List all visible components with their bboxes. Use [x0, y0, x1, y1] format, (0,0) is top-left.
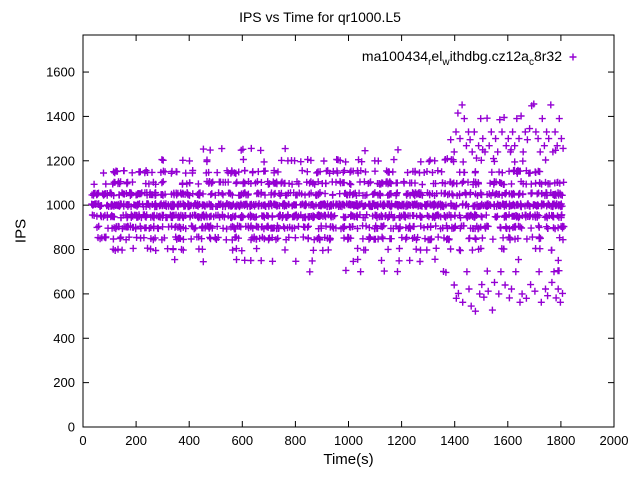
x-tick-label: 200: [125, 433, 147, 448]
legend-label-subscript: w: [442, 56, 450, 68]
x-tick-label: 2000: [600, 433, 629, 448]
x-axis-label: Time(s): [323, 451, 374, 468]
y-tick-label: 1200: [46, 153, 75, 168]
legend-marker: [569, 53, 577, 61]
y-tick-label: 1000: [46, 198, 75, 213]
y-tick-label: 0: [68, 420, 75, 435]
y-tick-label: 600: [53, 286, 75, 301]
y-axis-label: IPS: [12, 218, 30, 244]
legend-entry: ma100434relwithdbg.cz12ac8r32: [361, 48, 562, 67]
legend-label-segment: 8r32: [533, 48, 562, 64]
legend-label-segment: el: [431, 48, 443, 64]
chart-title: IPS vs Time for qr1000.L5: [239, 9, 401, 25]
legend-label-subscript: r: [428, 56, 432, 68]
x-tick-label: 1800: [546, 433, 575, 448]
x-tick-label: 600: [231, 433, 253, 448]
y-tick-label: 200: [53, 375, 75, 390]
y-tick-label: 1400: [46, 109, 75, 124]
x-tick-label: 1000: [334, 433, 363, 448]
x-tick-label: 400: [178, 433, 200, 448]
x-tick-label: 1200: [387, 433, 416, 448]
x-tick-label: 1400: [440, 433, 469, 448]
x-tick-label: 800: [285, 433, 307, 448]
legend-label-segment: ithdbg.cz12a: [449, 48, 529, 64]
x-tick-label: 1600: [493, 433, 522, 448]
y-tick-label: 400: [53, 331, 75, 346]
y-tick-label: 800: [53, 242, 75, 257]
legend-label-subscript: c: [528, 56, 534, 68]
y-tick-label: 1600: [46, 65, 75, 80]
legend-label-segment: ma100434: [361, 48, 429, 64]
x-tick-label: 0: [79, 433, 86, 448]
legend-label: ma100434relwithdbg.cz12ac8r32: [361, 48, 562, 67]
scatter-points: [88, 100, 568, 315]
